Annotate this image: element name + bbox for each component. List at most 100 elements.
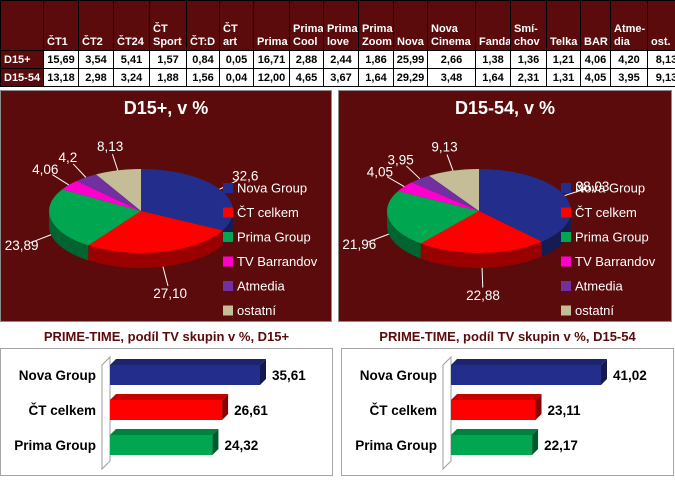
bar-top-nova-group xyxy=(110,359,266,365)
bar-charts-row: PRIME-TIME, podíl TV skupin v %, D15+ No… xyxy=(0,326,675,476)
table-cell: 1,38 xyxy=(475,50,511,69)
bar-category-label-ct-celkem: ČT celkem xyxy=(369,403,437,418)
table-cell: 1,56 xyxy=(186,68,220,87)
table-cell: 3,67 xyxy=(323,68,359,87)
table-column-header-ct-d: ČT:D xyxy=(186,0,220,51)
legend-label-ostatni: ostatní xyxy=(575,303,614,318)
table-column-header-prima-cool: Prima Cool xyxy=(289,0,324,51)
bar-value-label-nova-group: 35,61 xyxy=(272,368,306,383)
pie-leader-line xyxy=(446,154,454,171)
table-cell: 29,29 xyxy=(393,68,428,87)
bar-chart-d15-54: Nova Group 41,02 ČT celkem 23,11 Prima Group… xyxy=(355,355,647,471)
legend-label-atmedia: Atmedia xyxy=(237,279,285,294)
pie-slice-prima-group xyxy=(49,189,141,246)
pie-slice-side-nova-group xyxy=(541,211,571,257)
pie-panel-d15-54: D15-54, v % 38,03 22,88 21,96 4,05 3,95 9,13 N… xyxy=(338,90,672,322)
table-cell: 1,21 xyxy=(546,50,581,69)
bar-axis-wall xyxy=(442,355,452,471)
pie-slice-ct-celkem xyxy=(88,211,223,253)
bar-end-prima-group xyxy=(212,429,219,455)
table-column-header-prima-love: Prima love xyxy=(323,0,359,51)
table-cell: 0,04 xyxy=(219,68,254,87)
table-column-header-ct24: ČT24 xyxy=(113,0,150,51)
table-cell: 0,84 xyxy=(186,50,220,69)
pie-slice-side-prima-group xyxy=(387,211,421,259)
pie-chart-d15-54: 38,03 22,88 21,96 4,053,95 9,13 Nova Group ČT … xyxy=(342,140,655,318)
bar-top-prima-group xyxy=(110,429,219,435)
pie-panel-d15plus: D15+, v % 32,6 27,10 23,89 4,06 4,2 8,13 Nova … xyxy=(0,90,332,322)
table-cell: 1,31 xyxy=(546,68,581,87)
table-cell: 9,13 xyxy=(647,68,675,87)
table-column-header-prima: Prima xyxy=(253,0,290,51)
pie-value-label-prima-group: 23,89 xyxy=(5,238,39,253)
table-cell: 13,18 xyxy=(43,68,79,87)
bar-panel-d15plus: Nova Group 35,61 ČT celkem 26,61 Prima Group… xyxy=(0,348,333,476)
legend-label-ct-celkem: ČT celkem xyxy=(575,205,637,220)
legend-swatch-tv-barrandov xyxy=(561,256,571,267)
bar-value-label-prima-group: 24,32 xyxy=(224,438,258,453)
pie-value-label-nova-group: 32,6 xyxy=(232,169,258,184)
pie-leader-line xyxy=(111,153,119,171)
pie-slice-ostatni xyxy=(429,169,479,211)
table-cell: 3,48 xyxy=(427,68,476,87)
pie-slice-atmedia xyxy=(411,175,479,211)
bar-top-prima-group xyxy=(451,429,539,435)
table-column-header-ct-sport: ČT Sport xyxy=(149,0,187,51)
bar-prima-group xyxy=(110,435,213,455)
legend-swatch-nova-group xyxy=(561,183,571,193)
table-cell: 3,24 xyxy=(113,68,150,87)
bar-title-d15-54: PRIME-TIME, podíl TV skupin v %, D15-54 xyxy=(379,329,636,344)
table-cell: 1,64 xyxy=(475,68,511,87)
bar-category-label-nova-group: Nova Group xyxy=(360,368,437,383)
legend-label-nova-group: Nova Group xyxy=(575,181,645,196)
bar-category-label-prima-group: Prima Group xyxy=(14,438,96,453)
pie-value-label-atmedia: 3,95 xyxy=(387,152,413,167)
legend-swatch-ct-celkem xyxy=(223,207,233,218)
table-cell: 1,36 xyxy=(510,50,547,69)
table-column-header-ost: ost. xyxy=(647,0,675,51)
table-column-header-fanda: Fanda xyxy=(475,0,511,51)
table-cell: 5,41 xyxy=(113,50,150,69)
pie-value-label-ct-celkem: 22,88 xyxy=(466,288,500,303)
pie-value-label-prima-group: 21,96 xyxy=(342,237,376,252)
table-column-header-prima-zoom: Prima Zoom xyxy=(358,0,394,51)
bar-top-nova-group xyxy=(451,359,607,365)
table-cell: 2,44 xyxy=(323,50,359,69)
table-column-header-telka: Telka xyxy=(546,0,581,51)
table-cell: 4,06 xyxy=(580,50,611,69)
bar-block-d15plus: PRIME-TIME, podíl TV skupin v %, D15+ No… xyxy=(0,326,333,476)
pie-title-d15plus: D15+, v % xyxy=(123,98,209,118)
bar-end-nova-group xyxy=(260,359,266,385)
pie-value-label-tv-barrandov: 4,05 xyxy=(367,165,393,180)
pie-slice-side-prima-group xyxy=(49,211,89,261)
bar-prima-group xyxy=(451,435,533,455)
pie-value-label-ostatni: 9,13 xyxy=(431,140,457,155)
bar-category-label-nova-group: Nova Group xyxy=(19,368,96,383)
legend-swatch-ostatni xyxy=(561,305,571,316)
bar-ct-celkem xyxy=(110,400,223,420)
table-cell: 4,65 xyxy=(289,68,324,87)
bar-panel-d15-54: Nova Group 41,02 ČT celkem 23,11 Prima Group… xyxy=(341,348,674,476)
bar-category-label-prima-group: Prima Group xyxy=(355,438,437,453)
pie-slice-side-ct-celkem xyxy=(420,241,542,268)
table-cell: 1,88 xyxy=(149,68,187,87)
table-row-d15: D15+ 15,69 3,54 5,41 1,57 0,84 0,05 16,71 2,88 2,… xyxy=(0,50,675,69)
pie-value-label-nova-group: 38,03 xyxy=(576,179,610,194)
table-column-header-ct-art: ČT art xyxy=(219,0,254,51)
table-cell: 3,95 xyxy=(610,68,648,87)
bar-nova-group xyxy=(110,365,260,385)
bar-nova-group xyxy=(451,365,601,385)
pie-title-d15-54: D15-54, v % xyxy=(454,98,556,118)
table-cell: 4,20 xyxy=(610,50,648,69)
pie-slice-ct-celkem xyxy=(420,211,542,253)
table-corner-cell xyxy=(0,0,44,51)
legend-label-prima-group: Prima Group xyxy=(575,230,649,245)
legend-swatch-prima-group xyxy=(561,232,571,242)
pie-leader-line xyxy=(72,163,87,178)
table-cell: 15,69 xyxy=(43,50,79,69)
legend-swatch-nova-group xyxy=(223,183,233,193)
pie-slice-nova-group xyxy=(479,169,571,242)
table-row-header: D15-54 xyxy=(0,68,44,87)
bar-value-label-ct-celkem: 23,11 xyxy=(548,403,582,418)
